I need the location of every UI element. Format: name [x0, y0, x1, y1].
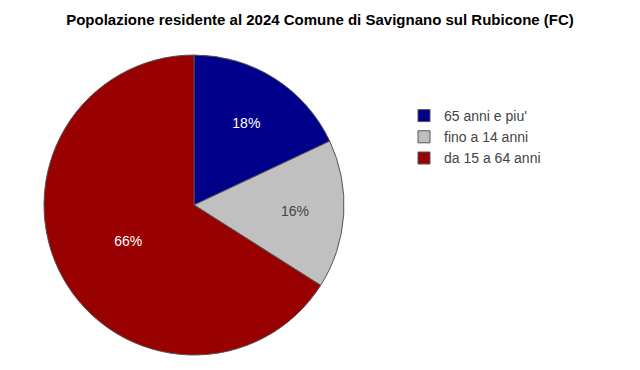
svg-text:18%: 18%: [232, 115, 260, 131]
svg-text:Popolazione residente al 2024: Popolazione residente al 2024 Comune di …: [66, 11, 574, 28]
svg-text:65 anni e piu': 65 anni e piu': [444, 108, 527, 124]
svg-text:66%: 66%: [114, 233, 142, 249]
svg-text:da 15 a 64 anni: da 15 a 64 anni: [444, 150, 541, 166]
svg-text:16%: 16%: [281, 203, 309, 219]
svg-text:fino a 14 anni: fino a 14 anni: [444, 129, 528, 145]
